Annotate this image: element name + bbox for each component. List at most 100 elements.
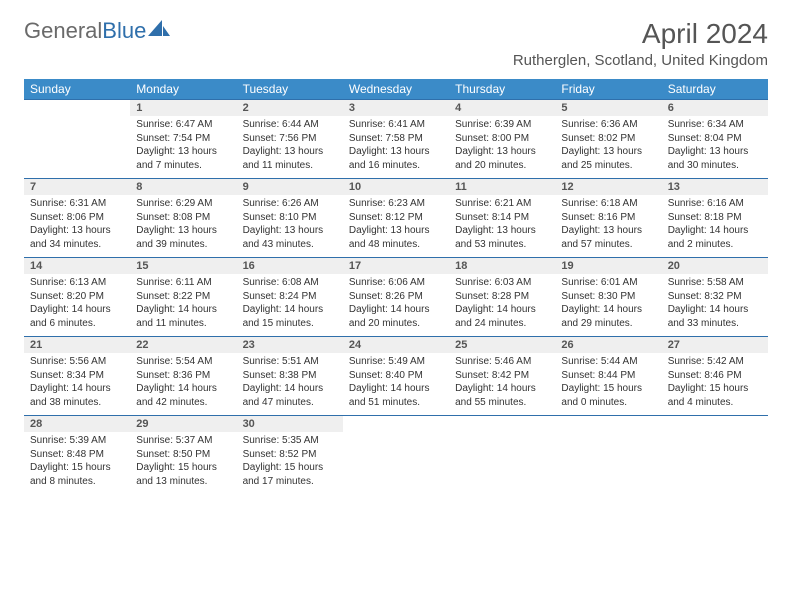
daylight-line: Daylight: 13 hours and 25 minutes. xyxy=(561,145,655,172)
day-cell: Sunrise: 6:41 AMSunset: 7:58 PMDaylight:… xyxy=(343,116,449,179)
sunset-line: Sunset: 8:04 PM xyxy=(668,132,762,146)
sunset-line: Sunset: 8:40 PM xyxy=(349,369,443,383)
day-cell: Sunrise: 6:26 AMSunset: 8:10 PMDaylight:… xyxy=(237,195,343,258)
daynum-row: 78910111213 xyxy=(24,179,768,196)
day-cell: Sunrise: 6:29 AMSunset: 8:08 PMDaylight:… xyxy=(130,195,236,258)
day-number-cell: 30 xyxy=(237,416,343,433)
sunrise-line: Sunrise: 6:13 AM xyxy=(30,276,124,290)
sunrise-line: Sunrise: 6:03 AM xyxy=(455,276,549,290)
day-body-row: Sunrise: 5:39 AMSunset: 8:48 PM Daylight:… xyxy=(24,432,768,494)
daylight-line: Daylight: 14 hours and 11 minutes. xyxy=(136,303,230,330)
sunrise-line: Sunrise: 5:37 AM xyxy=(136,434,230,448)
sunrise-line: Sunrise: 6:26 AM xyxy=(243,197,337,211)
day-number-cell: 21 xyxy=(24,337,130,354)
daylight-line: Daylight: 14 hours and 2 minutes. xyxy=(668,224,762,251)
daylight-line: Daylight: 15 hours and 17 minutes. xyxy=(243,461,337,488)
sunset-line: Sunset: 8:18 PM xyxy=(668,211,762,225)
day-number-cell: 15 xyxy=(130,258,236,275)
day-cell: Sunrise: 5:42 AMSunset: 8:46 PMDaylight:… xyxy=(662,353,768,416)
day-number-cell: 10 xyxy=(343,179,449,196)
day-cell: Sunrise: 6:44 AMSunset: 7:56 PMDaylight:… xyxy=(237,116,343,179)
sunset-line: Sunset: 8:52 PM xyxy=(243,448,337,462)
sunset-line: Sunset: 8:44 PM xyxy=(561,369,655,383)
daylight-line: Daylight: 13 hours and 34 minutes. xyxy=(30,224,124,251)
sunrise-line: Sunrise: 5:39 AM xyxy=(30,434,124,448)
sunset-line: Sunset: 8:48 PM xyxy=(30,448,124,462)
day-cell: Sunrise: 6:03 AMSunset: 8:28 PMDaylight:… xyxy=(449,274,555,337)
sunset-line: Sunset: 8:46 PM xyxy=(668,369,762,383)
weekday-header: Friday xyxy=(555,79,661,100)
sunrise-line: Sunrise: 5:56 AM xyxy=(30,355,124,369)
sunset-line: Sunset: 8:28 PM xyxy=(455,290,549,304)
day-cell: Sunrise: 6:13 AMSunset: 8:20 PMDaylight:… xyxy=(24,274,130,337)
sunset-line: Sunset: 8:20 PM xyxy=(30,290,124,304)
sunset-line: Sunset: 8:16 PM xyxy=(561,211,655,225)
daylight-line: Daylight: 13 hours and 48 minutes. xyxy=(349,224,443,251)
day-number-cell: 29 xyxy=(130,416,236,433)
day-cell: Sunrise: 5:35 AMSunset: 8:52 PMDaylight:… xyxy=(237,432,343,494)
sunrise-line: Sunrise: 5:58 AM xyxy=(668,276,762,290)
sunrise-line: Sunrise: 6:47 AM xyxy=(136,118,230,132)
daylight-line: Daylight: 14 hours and 47 minutes. xyxy=(243,382,337,409)
day-number-cell: 14 xyxy=(24,258,130,275)
weekday-header: Monday xyxy=(130,79,236,100)
day-cell: Sunrise: 5:44 AMSunset: 8:44 PMDaylight:… xyxy=(555,353,661,416)
sunrise-line: Sunrise: 6:01 AM xyxy=(561,276,655,290)
daylight-line: Daylight: 14 hours and 55 minutes. xyxy=(455,382,549,409)
sunrise-line: Sunrise: 6:16 AM xyxy=(668,197,762,211)
day-number-cell: 9 xyxy=(237,179,343,196)
title-block: April 2024 Rutherglen, Scotland, United … xyxy=(513,18,768,69)
daynum-row: 282930 xyxy=(24,416,768,433)
sunset-line: Sunset: 8:06 PM xyxy=(30,211,124,225)
day-cell: Sunrise: 6:23 AMSunset: 8:12 PMDaylight:… xyxy=(343,195,449,258)
daylight-line: Daylight: 14 hours and 33 minutes. xyxy=(668,303,762,330)
day-cell: Sunrise: 5:49 AMSunset: 8:40 PMDaylight:… xyxy=(343,353,449,416)
day-number-cell: 18 xyxy=(449,258,555,275)
weekday-header-row: SundayMondayTuesdayWednesdayThursdayFrid… xyxy=(24,79,768,100)
brand-part2: Blue xyxy=(102,18,146,44)
day-cell: Sunrise: 6:01 AMSunset: 8:30 PMDaylight:… xyxy=(555,274,661,337)
sunset-line: Sunset: 8:42 PM xyxy=(455,369,549,383)
day-number-cell: 25 xyxy=(449,337,555,354)
day-number-cell: 17 xyxy=(343,258,449,275)
sunrise-line: Sunrise: 5:54 AM xyxy=(136,355,230,369)
header: GeneralBlue April 2024 Rutherglen, Scotl… xyxy=(0,0,792,73)
day-cell: Sunrise: 6:39 AMSunset: 8:00 PMDaylight:… xyxy=(449,116,555,179)
sunrise-line: Sunrise: 6:41 AM xyxy=(349,118,443,132)
day-cell: Sunrise: 5:54 AMSunset: 8:36 PMDaylight:… xyxy=(130,353,236,416)
sunset-line: Sunset: 8:30 PM xyxy=(561,290,655,304)
daylight-line: Daylight: 13 hours and 16 minutes. xyxy=(349,145,443,172)
daylight-line: Daylight: 14 hours and 38 minutes. xyxy=(30,382,124,409)
day-number-cell xyxy=(662,416,768,433)
location: Rutherglen, Scotland, United Kingdom xyxy=(513,52,768,69)
day-number-cell xyxy=(449,416,555,433)
daylight-line: Daylight: 15 hours and 13 minutes. xyxy=(136,461,230,488)
day-number-cell: 24 xyxy=(343,337,449,354)
sunrise-line: Sunrise: 6:31 AM xyxy=(30,197,124,211)
sunset-line: Sunset: 8:02 PM xyxy=(561,132,655,146)
day-cell: Sunrise: 6:11 AMSunset: 8:22 PMDaylight:… xyxy=(130,274,236,337)
daylight-line: Daylight: 13 hours and 39 minutes. xyxy=(136,224,230,251)
day-number-cell: 6 xyxy=(662,100,768,117)
sunrise-line: Sunrise: 6:36 AM xyxy=(561,118,655,132)
day-cell: Sunrise: 5:46 AMSunset: 8:42 PMDaylight:… xyxy=(449,353,555,416)
sunrise-line: Sunrise: 5:42 AM xyxy=(668,355,762,369)
brand-logo: GeneralBlue xyxy=(24,18,170,44)
day-cell: Sunrise: 6:31 AMSunset: 8:06 PMDaylight:… xyxy=(24,195,130,258)
daylight-line: Daylight: 13 hours and 30 minutes. xyxy=(668,145,762,172)
day-body-row: Sunrise: 6:31 AMSunset: 8:06 PMDaylight:… xyxy=(24,195,768,258)
day-number-cell: 1 xyxy=(130,100,236,117)
daynum-row: 14151617181920 xyxy=(24,258,768,275)
sunset-line: Sunset: 7:56 PM xyxy=(243,132,337,146)
day-cell xyxy=(24,116,130,179)
sunset-line: Sunset: 8:36 PM xyxy=(136,369,230,383)
day-cell: Sunrise: 5:39 AMSunset: 8:48 PMDaylight:… xyxy=(24,432,130,494)
day-number-cell xyxy=(24,100,130,117)
day-number-cell xyxy=(343,416,449,433)
day-number-cell: 13 xyxy=(662,179,768,196)
calendar-table: SundayMondayTuesdayWednesdayThursdayFrid… xyxy=(24,79,768,494)
day-body-row: Sunrise: 6:13 AMSunset: 8:20 PM Daylight:… xyxy=(24,274,768,337)
day-number-cell: 12 xyxy=(555,179,661,196)
day-number-cell: 27 xyxy=(662,337,768,354)
day-cell: Sunrise: 6:34 AMSunset: 8:04 PMDaylight:… xyxy=(662,116,768,179)
